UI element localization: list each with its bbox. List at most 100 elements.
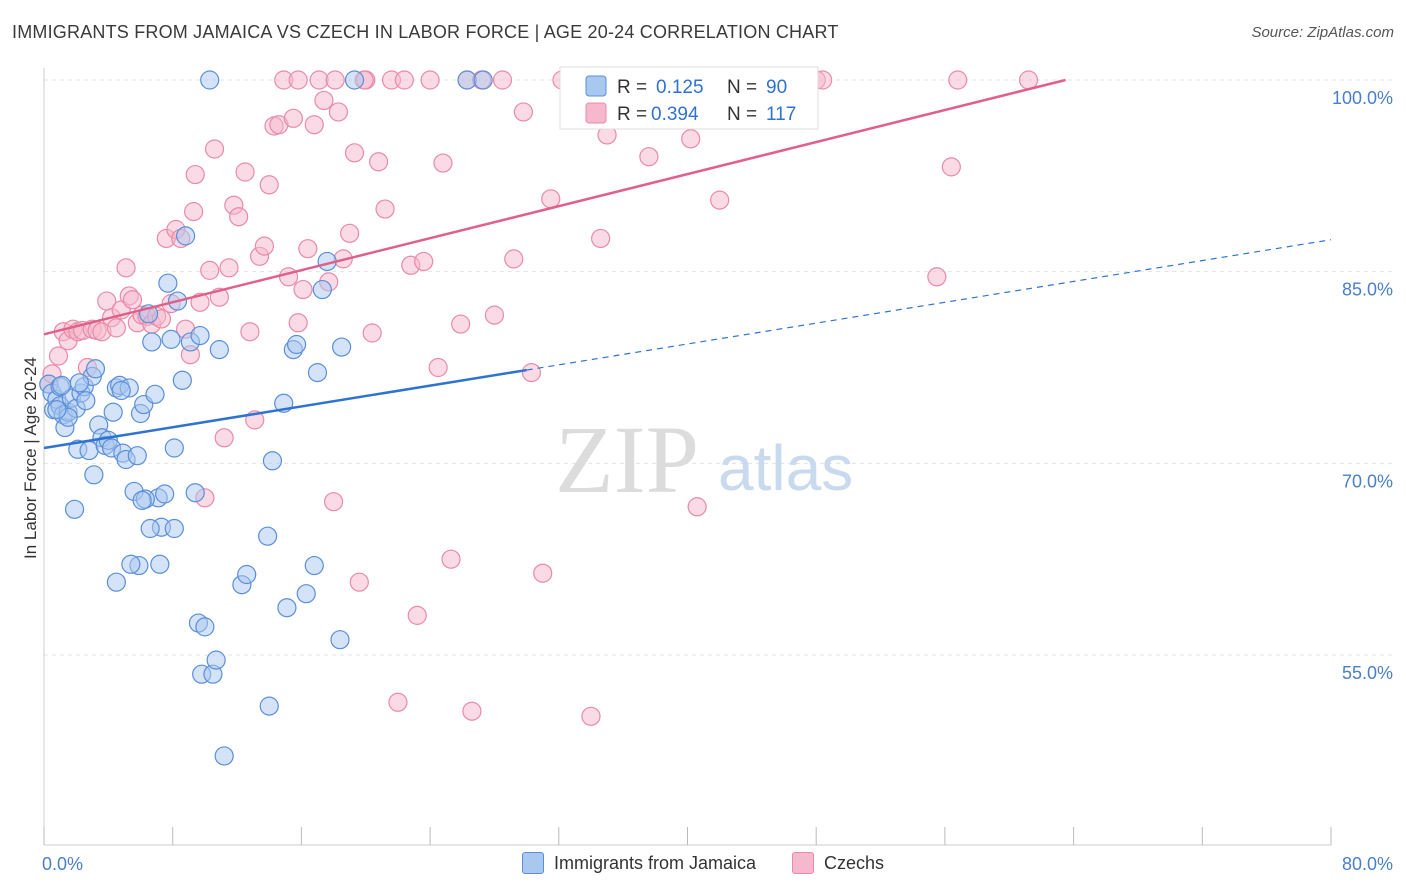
legend-r-value-1: 0.125 bbox=[656, 77, 704, 98]
czechs-point-45 bbox=[254, 236, 274, 256]
jamaica-point-55 bbox=[214, 746, 234, 766]
legend-n-label-2: N = bbox=[727, 104, 757, 125]
czechs-point-18 bbox=[122, 290, 143, 310]
jamaica-point-18 bbox=[85, 359, 106, 379]
jamaica-point-65 bbox=[277, 598, 297, 618]
legend-swatch-jamaica-bottom bbox=[521, 852, 544, 874]
czechs-point-89 bbox=[541, 189, 561, 209]
legend-swatch-czechs bbox=[585, 102, 607, 124]
czechs-point-88 bbox=[533, 563, 553, 583]
y-tick-label-0: 100.0% bbox=[1332, 88, 1393, 108]
jamaica-point-72 bbox=[330, 630, 350, 650]
jamaica-trend-extension bbox=[526, 239, 1332, 371]
czechs-point-41 bbox=[235, 162, 255, 182]
czechs-point-112 bbox=[1018, 70, 1039, 90]
czechs-point-42 bbox=[240, 322, 260, 342]
jamaica-point-54 bbox=[209, 340, 229, 360]
x-tick-label-1: 80.0% bbox=[1342, 854, 1393, 874]
legend-label-czechs: Czechs bbox=[824, 852, 885, 873]
czechs-point-104 bbox=[710, 190, 730, 210]
watermark-zip: ZIP bbox=[555, 406, 699, 513]
jamaica-point-86 bbox=[140, 518, 160, 539]
jamaica-point-84 bbox=[52, 375, 72, 395]
czechs-point-54 bbox=[298, 239, 318, 259]
stats-legend: R = 0.125 N = 90 R = 0.394 N = 117 bbox=[559, 66, 819, 130]
legend-n-value-1: 90 bbox=[766, 77, 787, 98]
czechs-point-94 bbox=[591, 228, 611, 249]
jamaica-point-63 bbox=[262, 451, 283, 471]
jamaica-point-44 bbox=[172, 370, 192, 390]
czechs-point-99 bbox=[639, 147, 659, 167]
jamaica-point-85 bbox=[111, 380, 131, 401]
jamaica-point-39 bbox=[155, 484, 175, 504]
czechs-point-2 bbox=[48, 346, 69, 366]
jamaica-point-89 bbox=[132, 490, 152, 510]
jamaica-point-81 bbox=[84, 465, 104, 485]
jamaica-point-78 bbox=[106, 572, 126, 592]
jamaica-point-61 bbox=[258, 526, 278, 546]
czechs-point-38 bbox=[219, 258, 239, 278]
czechs-point-46 bbox=[259, 175, 279, 195]
jamaica-point-42 bbox=[164, 438, 184, 458]
czechs-point-83 bbox=[484, 305, 505, 325]
czechs-point-34 bbox=[200, 260, 220, 280]
czechs-point-68 bbox=[375, 199, 395, 219]
jamaica-point-36 bbox=[145, 384, 165, 404]
czechs-point-114 bbox=[325, 70, 345, 90]
czechs-point-53 bbox=[293, 279, 313, 300]
czechs-point-16 bbox=[116, 258, 136, 278]
y-tick-label-1: 85.0% bbox=[1342, 280, 1393, 300]
jamaica-points bbox=[39, 70, 493, 766]
czechs-point-31 bbox=[185, 164, 205, 185]
czechs-point-55 bbox=[304, 115, 324, 135]
jamaica-point-58 bbox=[150, 554, 170, 574]
czechs-point-84 bbox=[492, 70, 513, 90]
czechs-point-52 bbox=[288, 313, 308, 333]
jamaica-point-40 bbox=[158, 273, 178, 293]
czechs-point-73 bbox=[407, 605, 427, 625]
jamaica-point-68 bbox=[296, 584, 316, 604]
jamaica-point-45 bbox=[175, 226, 196, 246]
legend-item-czechs: Czechs bbox=[792, 852, 884, 874]
jamaica-point-62 bbox=[259, 696, 279, 716]
czechs-point-37 bbox=[214, 428, 234, 448]
axes bbox=[43, 68, 1332, 846]
jamaica-point-67 bbox=[286, 334, 307, 355]
czechs-point-115 bbox=[184, 202, 204, 222]
legend-n-label-1: N = bbox=[727, 77, 757, 98]
jamaica-trend-line bbox=[43, 368, 527, 450]
czechs-point-93 bbox=[581, 706, 601, 726]
tick-labels: 100.0% 85.0% 70.0% 55.0% 0.0% 80.0% bbox=[42, 88, 1393, 874]
legend-r-label-2: R = bbox=[617, 104, 647, 125]
jamaica-point-79 bbox=[190, 325, 210, 346]
y-tick-label-3: 55.0% bbox=[1342, 663, 1393, 683]
jamaica-point-10 bbox=[64, 499, 85, 519]
jamaica-point-87 bbox=[164, 518, 184, 539]
czechs-point-113 bbox=[288, 70, 308, 90]
czechs-point-67 bbox=[369, 152, 389, 172]
jamaica-point-77 bbox=[121, 554, 141, 574]
czechs-point-74 bbox=[414, 251, 434, 272]
jamaica-point-82 bbox=[69, 373, 89, 393]
czechs-point-81 bbox=[462, 701, 482, 721]
jamaica-point-47 bbox=[185, 483, 205, 503]
jamaica-point-73 bbox=[332, 337, 352, 357]
legend-swatch-jamaica bbox=[585, 75, 607, 97]
watermark-atlas: atlas bbox=[718, 432, 853, 504]
jamaica-point-69 bbox=[307, 363, 328, 383]
czechs-point-66 bbox=[362, 323, 382, 343]
czechs-point-102 bbox=[687, 497, 707, 517]
legend-label-jamaica: Immigrants from Jamaica bbox=[553, 852, 756, 873]
czechs-point-57 bbox=[314, 90, 334, 111]
jamaica-point-70 bbox=[312, 279, 332, 300]
czechs-point-77 bbox=[433, 153, 453, 173]
jamaica-point-75 bbox=[457, 70, 477, 90]
czechs-point-109 bbox=[927, 267, 947, 287]
legend-swatch-czechs-bottom bbox=[792, 852, 814, 874]
jamaica-point-24 bbox=[103, 402, 123, 422]
jamaica-point-83 bbox=[47, 400, 67, 420]
y-tick-label-2: 70.0% bbox=[1342, 471, 1393, 491]
series-legend: Immigrants from Jamaica Czechs bbox=[0, 852, 1406, 874]
source-label: Source: ZipAtlas.com bbox=[1251, 24, 1394, 41]
